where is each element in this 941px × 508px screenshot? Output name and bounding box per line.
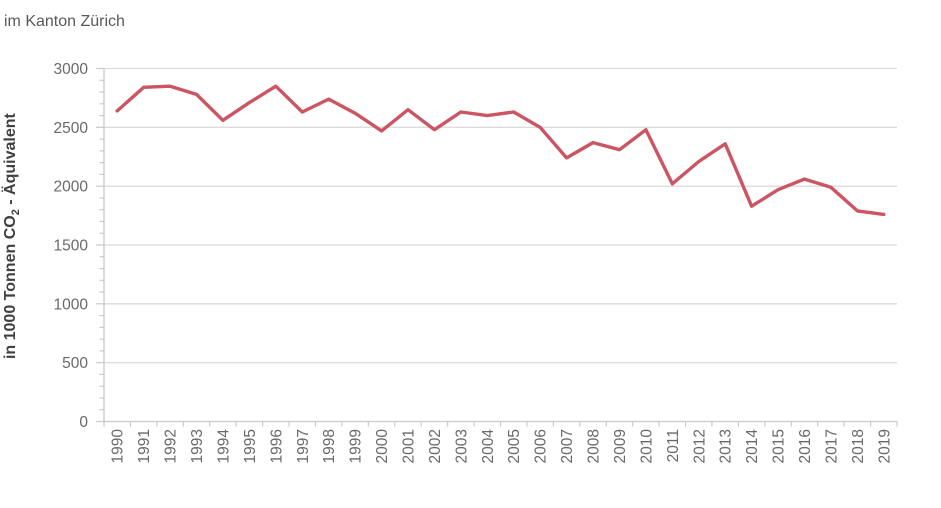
x-tick-label: 1998 <box>321 429 338 463</box>
x-tick-label: 2010 <box>638 429 655 464</box>
x-tick-label: 2001 <box>400 429 417 463</box>
x-tick-label: 2009 <box>612 429 629 463</box>
x-tick-label: 2007 <box>559 429 576 463</box>
x-tick-label: 2004 <box>480 429 497 464</box>
x-tick-label: 1993 <box>189 429 206 463</box>
x-tick-label: 1997 <box>295 429 312 463</box>
x-tick-label: 2014 <box>744 429 761 464</box>
x-tick-label: 2019 <box>876 429 893 463</box>
x-tick-label: 1995 <box>242 429 259 463</box>
x-tick-label: 2011 <box>665 429 682 462</box>
x-tick-label: 1992 <box>163 429 180 463</box>
x-tick-label: 2012 <box>691 429 708 463</box>
x-tick-label: 2016 <box>797 429 814 463</box>
x-tick-label: 1996 <box>268 429 285 463</box>
chart-title: im Kanton Zürich <box>4 13 125 30</box>
x-tick-label: 2008 <box>586 429 603 463</box>
y-tick-label: 1500 <box>54 238 89 255</box>
x-tick-label: 2013 <box>718 429 735 463</box>
y-tick-label: 2500 <box>54 120 89 137</box>
x-tick-label: 2015 <box>771 429 788 463</box>
y-tick-label: 500 <box>62 355 88 372</box>
x-tick-label: 2017 <box>823 429 840 463</box>
x-tick-label: 2003 <box>453 429 470 463</box>
x-tick-label: 1999 <box>348 429 365 463</box>
emissions-line <box>115 84 886 217</box>
x-tick-label: 2018 <box>850 429 867 463</box>
y-tick-label: 1000 <box>54 296 89 313</box>
x-tick-label: 1990 <box>110 429 127 464</box>
x-tick-label: 2002 <box>427 429 444 463</box>
x-tick-label: 2000 <box>374 429 391 464</box>
x-tick-label: 2006 <box>533 429 550 463</box>
x-tick-label: 2005 <box>506 429 523 463</box>
x-tick-label: 1994 <box>215 429 232 464</box>
y-tick-label: 0 <box>79 414 88 431</box>
x-tick-label: 1991 <box>136 429 153 463</box>
y-tick-label: 2000 <box>54 179 89 196</box>
y-tick-label: 3000 <box>54 61 89 78</box>
